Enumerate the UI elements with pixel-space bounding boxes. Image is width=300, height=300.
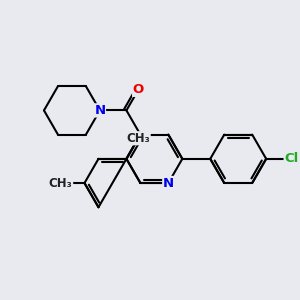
Text: CH₃: CH₃ <box>49 176 73 190</box>
Text: O: O <box>133 83 144 96</box>
Text: CH₃: CH₃ <box>126 132 150 145</box>
Text: Cl: Cl <box>284 152 298 165</box>
Text: N: N <box>163 176 174 190</box>
Text: N: N <box>94 104 105 117</box>
